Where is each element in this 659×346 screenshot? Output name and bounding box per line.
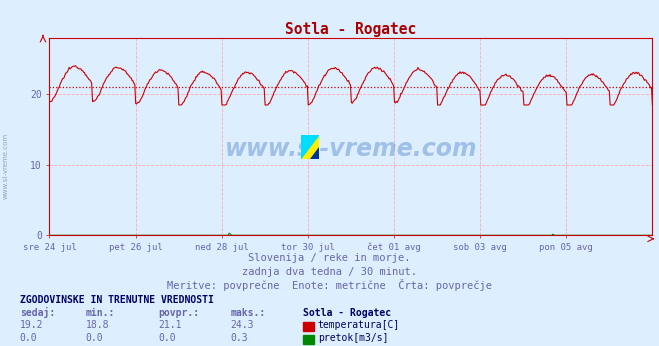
Text: www.si-vreme.com: www.si-vreme.com <box>2 133 9 199</box>
Polygon shape <box>301 135 319 159</box>
Text: 21.1: 21.1 <box>158 320 182 330</box>
Polygon shape <box>301 135 319 159</box>
Text: 24.3: 24.3 <box>231 320 254 330</box>
Polygon shape <box>310 147 319 159</box>
Text: Sotla - Rogatec: Sotla - Rogatec <box>303 308 391 318</box>
Text: maks.:: maks.: <box>231 308 266 318</box>
Text: 0.0: 0.0 <box>20 333 38 343</box>
Text: povpr.:: povpr.: <box>158 308 199 318</box>
Text: temperatura[C]: temperatura[C] <box>318 320 400 330</box>
Text: zadnja dva tedna / 30 minut.: zadnja dva tedna / 30 minut. <box>242 267 417 277</box>
Title: Sotla - Rogatec: Sotla - Rogatec <box>285 22 416 37</box>
Text: 19.2: 19.2 <box>20 320 43 330</box>
Text: sedaj:: sedaj: <box>20 307 55 318</box>
Text: 18.8: 18.8 <box>86 320 109 330</box>
Text: ZGODOVINSKE IN TRENUTNE VREDNOSTI: ZGODOVINSKE IN TRENUTNE VREDNOSTI <box>20 295 214 305</box>
Text: 0.0: 0.0 <box>158 333 176 343</box>
Text: min.:: min.: <box>86 308 115 318</box>
Text: Meritve: povprečne  Enote: metrične  Črta: povprečje: Meritve: povprečne Enote: metrične Črta:… <box>167 279 492 291</box>
Text: www.si-vreme.com: www.si-vreme.com <box>225 137 477 161</box>
Text: 0.3: 0.3 <box>231 333 248 343</box>
Text: 0.0: 0.0 <box>86 333 103 343</box>
Text: Slovenija / reke in morje.: Slovenija / reke in morje. <box>248 253 411 263</box>
Text: pretok[m3/s]: pretok[m3/s] <box>318 333 388 343</box>
